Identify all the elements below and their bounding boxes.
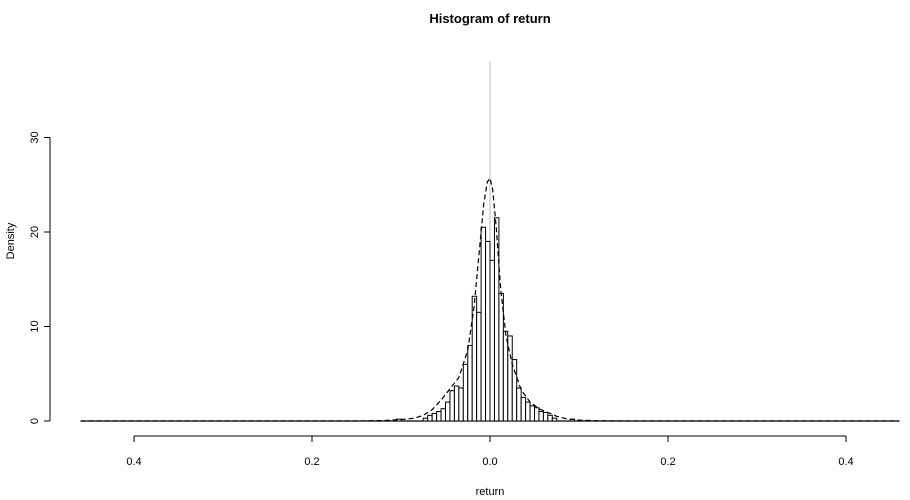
histogram-bar xyxy=(467,344,473,422)
density-curve xyxy=(80,176,900,422)
histogram-bar xyxy=(453,385,460,422)
histogram-bar xyxy=(547,414,553,422)
histogram-bar xyxy=(445,401,451,422)
x-tick-label: 0.2 xyxy=(660,456,675,468)
histogram-bar xyxy=(542,411,549,422)
histogram-bar xyxy=(431,412,438,422)
histogram-bar xyxy=(436,411,442,422)
histogram-bar xyxy=(529,405,535,422)
histogram-bar xyxy=(458,387,464,422)
y-tick-label: 10 xyxy=(29,320,41,332)
histogram-bar xyxy=(485,240,491,422)
histogram-bar xyxy=(525,401,531,422)
histogram-bar xyxy=(489,259,495,422)
chart-title: Histogram of return xyxy=(429,11,550,26)
x-tick-label: 0.4 xyxy=(126,456,141,468)
histogram-bar xyxy=(476,311,482,422)
histogram-bar xyxy=(511,359,518,422)
plot-area xyxy=(80,61,900,422)
histogram-bar xyxy=(538,411,544,422)
histogram-bar xyxy=(516,387,522,422)
histogram-bar xyxy=(502,330,509,422)
histogram-bar xyxy=(462,363,469,422)
y-tick-label: 20 xyxy=(29,226,41,238)
histogram-bar xyxy=(493,217,500,422)
histogram-bar xyxy=(480,226,487,422)
x-tick-label: 0.4 xyxy=(838,456,853,468)
histogram-bar xyxy=(551,417,558,422)
x-tick-label: 0.2 xyxy=(304,456,319,468)
x-axis-label: return xyxy=(476,486,505,498)
histogram-bar xyxy=(498,292,504,422)
axes: 0 10 20 30 0.4 0.2 0.0 0.2 0.4 xyxy=(29,131,854,468)
y-tick-label: 30 xyxy=(29,131,41,143)
histogram-bar xyxy=(534,407,540,422)
histogram-bar xyxy=(440,408,446,422)
x-tick-label: 0.0 xyxy=(482,456,497,468)
y-tick-label: 0 xyxy=(29,418,41,424)
histogram-bar xyxy=(422,417,429,422)
histogram-bar xyxy=(427,414,433,422)
histogram-bar xyxy=(520,396,527,422)
y-axis-label: Density xyxy=(5,222,17,259)
histogram-bar xyxy=(449,390,455,422)
